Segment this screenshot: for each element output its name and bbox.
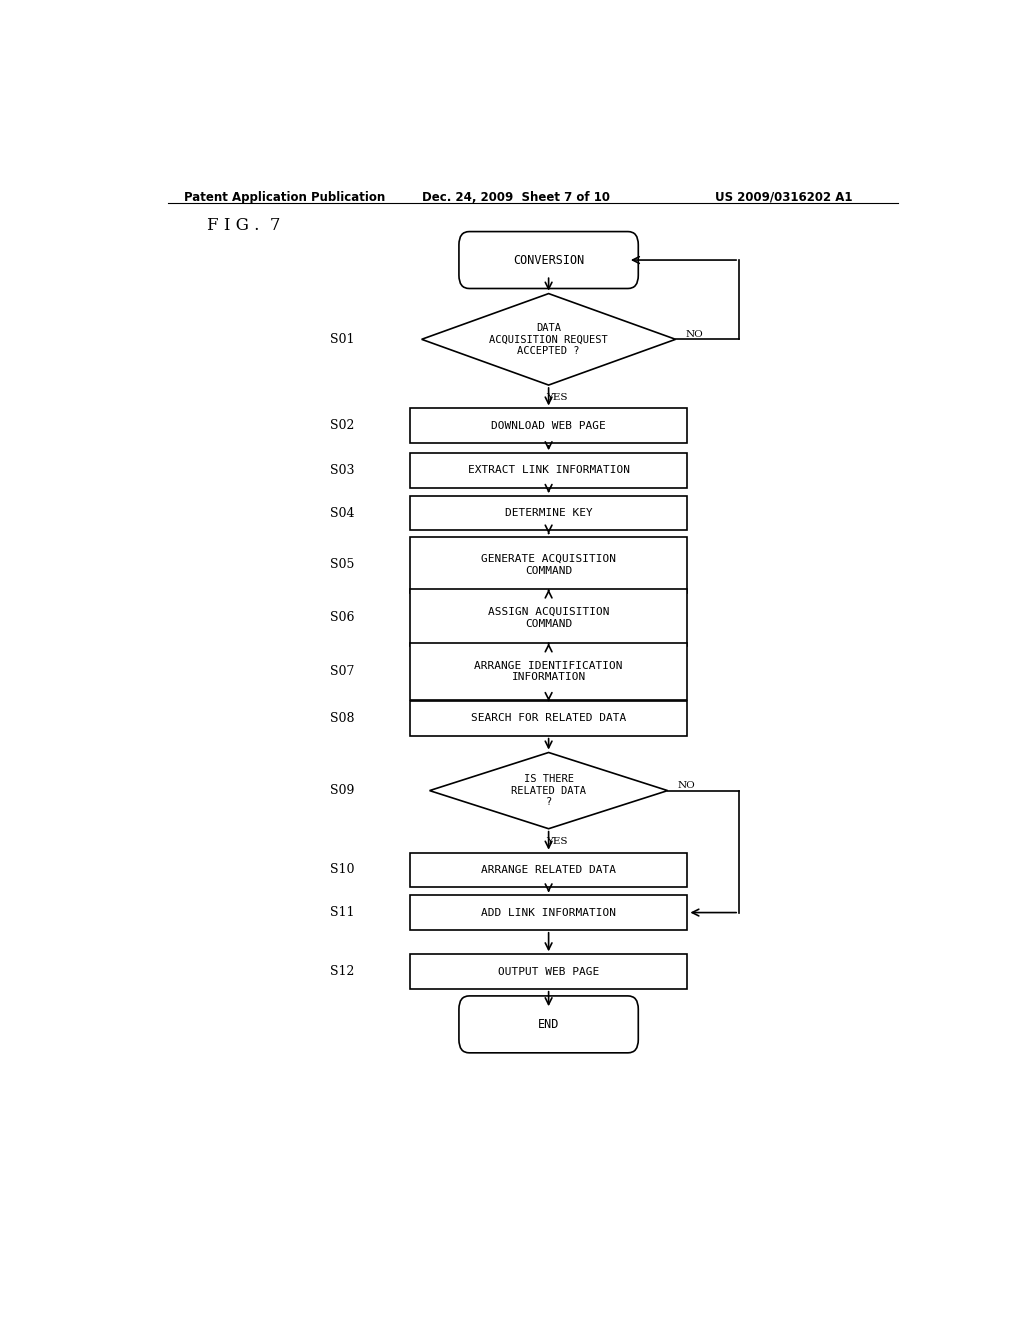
FancyBboxPatch shape (410, 853, 687, 887)
Text: IS THERE
RELATED DATA
?: IS THERE RELATED DATA ? (511, 774, 586, 808)
Text: Dec. 24, 2009  Sheet 7 of 10: Dec. 24, 2009 Sheet 7 of 10 (422, 191, 609, 203)
Text: YES: YES (546, 393, 567, 403)
Text: DETERMINE KEY: DETERMINE KEY (505, 508, 593, 519)
Text: SEARCH FOR RELATED DATA: SEARCH FOR RELATED DATA (471, 713, 627, 723)
Text: S08: S08 (330, 711, 354, 725)
Text: S01: S01 (330, 333, 354, 346)
Text: NO: NO (685, 330, 702, 339)
Text: S07: S07 (330, 665, 354, 678)
Text: Patent Application Publication: Patent Application Publication (183, 191, 385, 203)
FancyBboxPatch shape (410, 453, 687, 487)
Text: ASSIGN ACQUISITION
COMMAND: ASSIGN ACQUISITION COMMAND (487, 607, 609, 628)
Text: S10: S10 (330, 863, 354, 876)
Text: S02: S02 (330, 420, 354, 432)
Text: S09: S09 (330, 784, 354, 797)
Text: S04: S04 (330, 507, 354, 520)
Text: ARRANGE RELATED DATA: ARRANGE RELATED DATA (481, 865, 616, 875)
Text: S12: S12 (330, 965, 354, 978)
Text: ARRANGE IDENTIFICATION
INFORMATION: ARRANGE IDENTIFICATION INFORMATION (474, 661, 623, 682)
FancyBboxPatch shape (410, 895, 687, 929)
Text: S06: S06 (330, 611, 354, 624)
Text: F I G .  7: F I G . 7 (207, 218, 281, 235)
FancyBboxPatch shape (410, 701, 687, 735)
FancyBboxPatch shape (410, 536, 687, 594)
Text: DOWNLOAD WEB PAGE: DOWNLOAD WEB PAGE (492, 421, 606, 430)
FancyBboxPatch shape (410, 589, 687, 647)
FancyBboxPatch shape (410, 496, 687, 531)
Text: GENERATE ACQUISITION
COMMAND: GENERATE ACQUISITION COMMAND (481, 554, 616, 576)
Text: EXTRACT LINK INFORMATION: EXTRACT LINK INFORMATION (468, 466, 630, 475)
Polygon shape (430, 752, 668, 829)
Text: DATA
ACQUISITION REQUEST
ACCEPTED ?: DATA ACQUISITION REQUEST ACCEPTED ? (489, 322, 608, 356)
Text: END: END (538, 1018, 559, 1031)
FancyBboxPatch shape (410, 954, 687, 989)
Text: S05: S05 (330, 558, 354, 572)
FancyBboxPatch shape (410, 408, 687, 444)
FancyBboxPatch shape (410, 643, 687, 700)
FancyBboxPatch shape (459, 995, 638, 1053)
FancyBboxPatch shape (459, 231, 638, 289)
Text: S11: S11 (330, 906, 354, 919)
Text: ADD LINK INFORMATION: ADD LINK INFORMATION (481, 908, 616, 917)
Text: CONVERSION: CONVERSION (513, 253, 585, 267)
Text: NO: NO (677, 781, 695, 789)
Polygon shape (422, 293, 676, 385)
Text: YES: YES (546, 837, 567, 846)
Text: S03: S03 (330, 463, 354, 477)
Text: OUTPUT WEB PAGE: OUTPUT WEB PAGE (498, 966, 599, 977)
Text: US 2009/0316202 A1: US 2009/0316202 A1 (715, 191, 853, 203)
